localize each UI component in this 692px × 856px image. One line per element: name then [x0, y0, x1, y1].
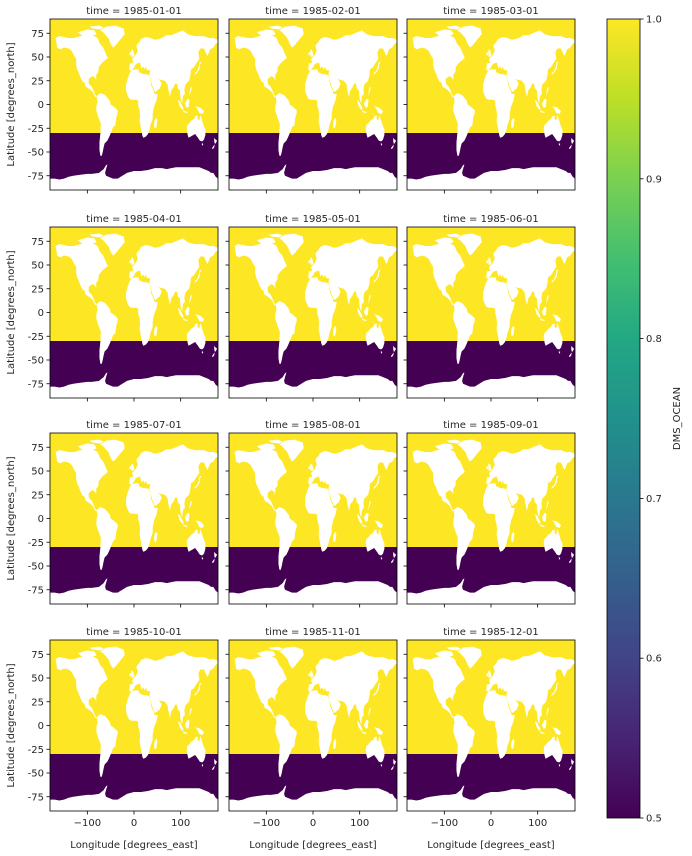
x-tick-label: 0 — [488, 818, 494, 829]
x-tick-label: −100 — [74, 818, 101, 829]
panel-title: time = 1985-01-01 — [86, 6, 181, 17]
panel-3: time = 1985-03-01 — [403, 6, 576, 194]
y-tick-label: 50 — [31, 674, 44, 685]
y-axis-label: Latitude [degrees_north] — [6, 456, 17, 580]
y-tick-label: -25 — [28, 124, 44, 135]
panel-1: time = 1985-01-01 75 50 25 0 -25 -50 -75 Latitud… — [6, 6, 219, 194]
y-tick-label: 25 — [31, 76, 44, 87]
panel-9: time = 1985-09-01 — [403, 420, 576, 608]
y-tick-label: 0 — [38, 721, 44, 732]
y-tick-label: -25 — [28, 332, 44, 343]
x-tick-label: 0 — [310, 818, 316, 829]
y-tick-label: 75 — [31, 650, 44, 661]
x-tick-label: 100 — [350, 818, 369, 829]
y-tick-label: 0 — [38, 100, 44, 111]
y-tick-label: -50 — [28, 562, 44, 573]
map-area — [407, 19, 575, 190]
y-tick-label: -25 — [28, 745, 44, 756]
panel-10: time = 1985-10-01 75 50 25 0 -25 -50 -75 −100 0 10… — [6, 627, 219, 851]
x-axis-label: Longitude [degrees_east] — [427, 840, 554, 851]
y-tick-label: 0 — [38, 308, 44, 319]
panel-title: time = 1985-05-01 — [265, 214, 360, 225]
y-tick-label: -75 — [28, 171, 44, 182]
x-tick-label: 100 — [171, 818, 190, 829]
y-tick-label: -75 — [28, 585, 44, 596]
panel-title: time = 1985-09-01 — [443, 420, 538, 431]
panel-11: time = 1985-11-01 −100 0 100 Longitude [degr… — [225, 627, 398, 851]
y-tick-label: 50 — [31, 261, 44, 272]
colorbar-tick-label: 1.0 — [646, 15, 662, 26]
y-tick-label: -75 — [28, 379, 44, 390]
panel-12: time = 1985-12-01 −100 0 100 Longitude [degr… — [403, 627, 576, 851]
colorbar-label: DMS_OCEAN — [672, 387, 683, 450]
x-tick-label: −100 — [431, 818, 458, 829]
map-area — [50, 19, 218, 190]
panel-title: time = 1985-06-01 — [443, 214, 538, 225]
map-area — [407, 227, 575, 398]
y-tick-label: 75 — [31, 29, 44, 40]
colorbar-tick-label: 0.5 — [646, 814, 662, 825]
x-tick-label: −100 — [253, 818, 280, 829]
y-tick-label: -50 — [28, 769, 44, 780]
map-area — [50, 433, 218, 604]
panel-5: time = 1985-05-01 — [225, 214, 398, 402]
map-area — [407, 433, 575, 604]
y-tick-label: -75 — [28, 792, 44, 803]
panel-title: time = 1985-12-01 — [443, 627, 538, 638]
colorbar-tick-label: 0.6 — [646, 654, 662, 665]
panel-title: time = 1985-02-01 — [265, 6, 360, 17]
colorbar-tick-label: 0.8 — [646, 334, 662, 345]
y-tick-label: 75 — [31, 443, 44, 454]
panel-title: time = 1985-03-01 — [443, 6, 538, 17]
panel-title: time = 1985-10-01 — [86, 627, 181, 638]
map-area — [407, 640, 575, 811]
map-area — [229, 227, 397, 398]
panel-title: time = 1985-07-01 — [86, 420, 181, 431]
colorbar-gradient — [606, 18, 641, 819]
panel-title: time = 1985-11-01 — [265, 627, 360, 638]
y-tick-label: 75 — [31, 237, 44, 248]
map-area — [50, 640, 218, 811]
panel-7: time = 1985-07-01 75 50 25 0 -25 -50 -75 Latitud… — [6, 420, 219, 608]
map-area — [50, 227, 218, 398]
panels: time = 1985-01-01 75 50 25 0 -25 -50 -75 Latitud… — [6, 6, 576, 851]
x-axis-label: Longitude [degrees_east] — [249, 840, 376, 851]
x-tick-label: 0 — [131, 818, 137, 829]
map-area — [229, 19, 397, 190]
y-tick-label: -50 — [28, 356, 44, 367]
map-area — [229, 640, 397, 811]
map-area — [229, 433, 397, 604]
y-tick-label: 25 — [31, 697, 44, 708]
x-axis-label: Longitude [degrees_east] — [70, 840, 197, 851]
y-tick-label: -50 — [28, 148, 44, 159]
x-tick-label: 100 — [528, 818, 547, 829]
y-axis-label: Latitude [degrees_north] — [6, 250, 17, 374]
y-tick-label: 25 — [31, 490, 44, 501]
panel-title: time = 1985-08-01 — [265, 420, 360, 431]
y-axis-label: Latitude [degrees_north] — [6, 663, 17, 787]
colorbar: 0.5 0.6 0.7 0.8 0.9 1.0 DMS_OCEAN — [606, 15, 683, 825]
y-tick-label: 25 — [31, 284, 44, 295]
y-tick-label: 0 — [38, 514, 44, 525]
y-tick-label: 50 — [31, 53, 44, 64]
panel-8: time = 1985-08-01 — [225, 420, 398, 608]
colorbar-tick-label: 0.9 — [646, 174, 662, 185]
panel-2: time = 1985-02-01 — [225, 6, 398, 194]
y-tick-label: -25 — [28, 538, 44, 549]
panel-6: time = 1985-06-01 — [403, 214, 576, 402]
panel-4: time = 1985-04-01 75 50 25 0 -25 -50 -75 Latitud… — [6, 214, 219, 402]
y-axis-label: Latitude [degrees_north] — [6, 42, 17, 166]
y-tick-label: 50 — [31, 467, 44, 478]
colorbar-tick-label: 0.7 — [646, 494, 662, 505]
panel-title: time = 1985-04-01 — [86, 214, 181, 225]
